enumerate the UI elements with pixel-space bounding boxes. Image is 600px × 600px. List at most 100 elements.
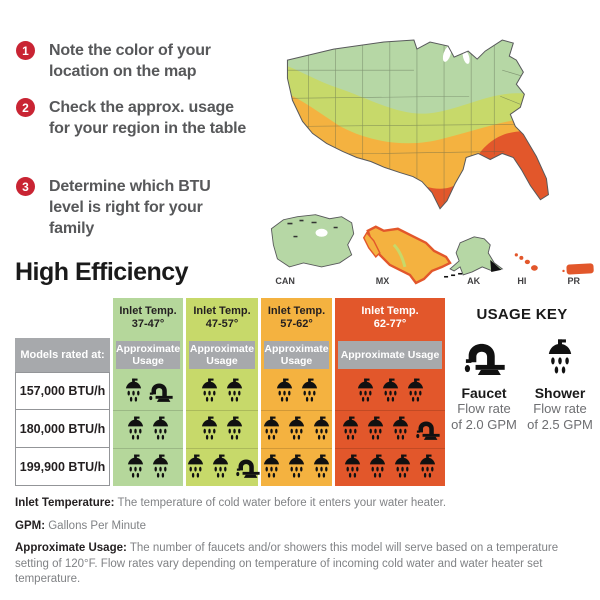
footnote-approximate-usage-term: Approximate Usage: <box>15 542 127 554</box>
column-header-62-77: Inlet Temp. 62-77° <box>335 298 445 338</box>
usage-cell-r3-c1 <box>113 448 183 486</box>
map-label-mx: MX <box>376 276 390 286</box>
map-label-ak: AK <box>467 276 481 286</box>
models-rated-at-header: Models rated at: <box>15 338 110 372</box>
footnote-gpm: GPM: Gallons Per Minute <box>15 519 581 535</box>
us-outline <box>286 39 549 210</box>
shower-icon <box>419 454 436 478</box>
shower-icon <box>125 378 142 402</box>
faucet-flow-line-1: Flow rate <box>457 401 511 416</box>
shower-icon <box>407 378 423 402</box>
step-1: 1 Note the color of your location on the… <box>16 40 247 82</box>
usage-cell-r3-c2 <box>186 448 260 486</box>
lake-huron <box>462 50 470 64</box>
footnote-inlet-temperature-definition: The temperature of cold water before it … <box>114 497 447 509</box>
map-region-alaska <box>444 236 504 278</box>
step-2-number-badge: 2 <box>16 98 35 117</box>
shower-icon <box>357 378 373 402</box>
shower-icon <box>288 454 305 478</box>
approximate-usage-label: Approximate Usage <box>116 341 181 369</box>
faucet-icon <box>235 459 260 478</box>
approximate-usage-header-col-2: Approximate Usage <box>186 338 258 372</box>
shower-icon <box>127 416 144 440</box>
step-3-text: Determine which BTU level is right for y… <box>49 178 211 237</box>
inlet-temp-label: Inlet Temp. <box>119 305 177 317</box>
inlet-temp-label: Inlet Temp. <box>267 305 326 317</box>
usage-key-shower: Shower Flow rate of 2.5 GPM <box>525 335 595 433</box>
usage-table: Inlet Temp. 37-47° Inlet Temp. 47-57° Inlet … <box>15 298 445 486</box>
usage-cell-r3-c4 <box>335 448 445 486</box>
model-row-label: 199,900 BTU/h <box>15 448 110 486</box>
usage-cell-r1-c3 <box>261 372 332 410</box>
shower-icon <box>127 454 144 478</box>
usage-cell-r2-c1 <box>113 410 183 448</box>
faucet-label: Faucet <box>461 385 507 401</box>
step-2: 2 Check the approx. usage for your regio… <box>16 97 247 139</box>
shower-icon <box>152 416 169 440</box>
shower-icon <box>313 416 330 440</box>
shower-icon <box>392 416 409 440</box>
column-header-57-62: Inlet Temp. 57-62° <box>261 298 332 338</box>
shower-icon <box>226 378 243 402</box>
usage-cell-r1-c1 <box>113 372 183 410</box>
shower-icon <box>394 454 411 478</box>
shower-flow-line-1: Flow rate <box>533 401 587 416</box>
shower-icon <box>263 416 280 440</box>
inlet-temp-range: 47-57° <box>205 318 239 330</box>
inlet-temp-label: Inlet Temp. <box>361 305 419 317</box>
step-1-number-badge: 1 <box>16 41 35 60</box>
shower-icon <box>201 378 218 402</box>
lake-michigan <box>442 46 452 62</box>
shower-icon <box>344 454 361 478</box>
page-title: High Efficiency <box>15 258 189 286</box>
state-borders <box>287 41 523 203</box>
shower-icon <box>301 378 317 402</box>
footnote-approximate-usage-definition: The number of faucets and/or showers thi… <box>15 542 559 585</box>
faucet-flow-line-2: of 2.0 GPM <box>451 417 517 432</box>
inlet-temp-label: Inlet Temp. <box>193 305 251 317</box>
faucet-icon <box>149 383 173 402</box>
shower-icon <box>548 339 572 374</box>
shower-icon <box>342 416 359 440</box>
usage-key: USAGE KEY Faucet Flow rate of 2.0 GPM Sh… <box>449 306 595 433</box>
us-temperature-map: CAN MX AK HI PR <box>263 30 600 286</box>
faucet-icon <box>464 343 505 376</box>
map-region-puerto-rico <box>562 263 594 275</box>
usage-cell-r1-c2 <box>186 372 258 410</box>
shower-icon <box>201 416 218 440</box>
footnotes: Inlet Temperature: The temperature of co… <box>15 496 581 595</box>
shower-icon <box>152 454 169 478</box>
shower-icon <box>276 378 292 402</box>
map-svg: CAN MX AK HI PR <box>270 39 594 286</box>
faucet-icon <box>416 421 440 440</box>
inlet-temp-range: 37-47° <box>131 318 165 330</box>
usage-cell-r2-c2 <box>186 410 258 448</box>
usage-cell-r2-c3 <box>261 410 332 448</box>
approximate-usage-label: Approximate Usage <box>264 341 329 369</box>
approximate-usage-label: Approximate Usage <box>338 341 442 369</box>
usage-key-title: USAGE KEY <box>476 306 568 323</box>
column-header-47-57: Inlet Temp. 47-57° <box>186 298 258 338</box>
column-header-37-47: Inlet Temp. 37-47° <box>113 298 183 338</box>
shower-label: Shower <box>534 385 586 401</box>
footnote-gpm-definition: Gallons Per Minute <box>45 519 147 532</box>
approximate-usage-header-col-4: Approximate Usage <box>335 338 445 372</box>
footnote-gpm-term: GPM: <box>15 519 46 532</box>
map-region-mexico <box>362 225 452 285</box>
step-2-text: Check the approx. usage for your region … <box>49 99 247 137</box>
map-label-hi: HI <box>517 276 526 286</box>
approximate-usage-label: Approximate Usage <box>189 341 255 369</box>
step-1-text: Note the color of your location on the m… <box>49 42 211 80</box>
shower-icon <box>212 454 228 478</box>
usage-cell-r1-c4 <box>335 372 445 410</box>
map-label-can: CAN <box>275 276 295 286</box>
shower-flow-line-2: of 2.5 GPM <box>527 417 593 432</box>
shower-icon <box>382 378 398 402</box>
shower-icon <box>187 454 203 478</box>
usage-cell-r2-c4 <box>335 410 445 448</box>
approximate-usage-header-col-3: Approximate Usage <box>261 338 332 372</box>
map-region-canada <box>270 214 355 268</box>
usage-key-faucet: Faucet Flow rate of 2.0 GPM <box>449 335 519 433</box>
shower-icon <box>313 454 330 478</box>
shower-icon <box>369 454 386 478</box>
